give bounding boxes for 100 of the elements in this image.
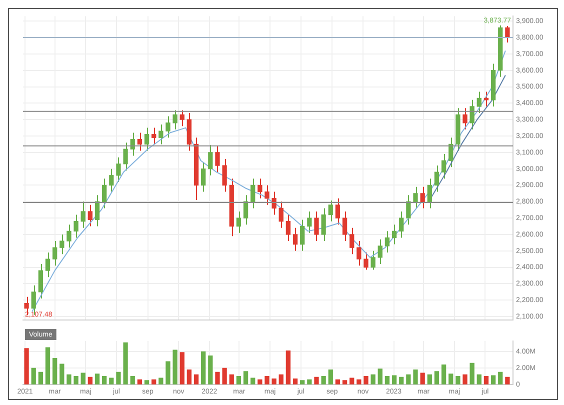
- candlestick: [378, 238, 382, 265]
- bar: [300, 380, 305, 384]
- bar: [123, 342, 128, 384]
- bar: [116, 372, 121, 384]
- bar: [498, 372, 503, 384]
- candlestick: [45, 252, 50, 278]
- bar: [264, 376, 270, 384]
- bar: [484, 376, 489, 384]
- bar: [31, 368, 36, 384]
- candlestick: [292, 227, 298, 252]
- candlestick: [356, 240, 362, 266]
- bar: [137, 379, 142, 384]
- candlestick: [470, 99, 474, 130]
- bar: [307, 379, 312, 384]
- bar: [208, 355, 213, 384]
- candlestick: [66, 224, 72, 248]
- bar: [462, 374, 468, 384]
- bar: [215, 372, 220, 384]
- candlestick: [116, 156, 121, 182]
- bar: [490, 375, 496, 384]
- bar: [222, 368, 227, 384]
- bar: [88, 376, 93, 384]
- candlestick: [208, 144, 213, 176]
- bar: [102, 376, 107, 384]
- candlestick: [476, 91, 482, 114]
- candlestick: [158, 124, 164, 145]
- bar: [427, 374, 432, 384]
- bar: [335, 379, 340, 384]
- bar: [292, 378, 298, 384]
- bar: [370, 374, 376, 384]
- candlestick: [505, 26, 510, 43]
- bar: [130, 376, 135, 384]
- candlestick: [286, 214, 291, 242]
- candlestick: [300, 219, 305, 252]
- bar: [186, 369, 192, 384]
- candlestick: [215, 145, 220, 173]
- candlestick: [144, 127, 150, 152]
- candlestick: [52, 240, 58, 266]
- candlestick: [399, 210, 404, 238]
- bar: [278, 374, 284, 384]
- bar: [52, 358, 58, 384]
- bar: [243, 371, 248, 384]
- candlestick: [272, 191, 276, 216]
- bar: [109, 378, 114, 384]
- candlestick: [38, 264, 44, 299]
- bar: [378, 368, 382, 384]
- candlestick: [434, 165, 440, 192]
- candlestick: [342, 210, 348, 242]
- candlestick: [314, 210, 319, 242]
- candlestick: [152, 127, 156, 145]
- candlestick: [364, 252, 368, 270]
- bar: [406, 374, 411, 384]
- bar: [66, 374, 72, 384]
- bar: [60, 364, 64, 384]
- bar: [201, 351, 206, 384]
- candlestick: [60, 234, 64, 255]
- bar: [413, 369, 418, 384]
- candlestick: [441, 154, 446, 180]
- bar: [38, 372, 44, 384]
- candlestick: [413, 186, 418, 209]
- bar: [258, 379, 262, 384]
- candlestick: [236, 210, 242, 234]
- bar: [80, 372, 86, 384]
- bar: [250, 378, 256, 384]
- candlestick: [335, 198, 340, 226]
- candlestick: [109, 168, 114, 192]
- candlestick: [137, 132, 142, 152]
- bar: [321, 376, 326, 384]
- bar: [342, 380, 348, 384]
- candlestick: [102, 178, 107, 209]
- bar: [384, 376, 390, 384]
- bar: [399, 376, 404, 384]
- candlestick: [448, 137, 454, 168]
- bar: [158, 378, 164, 384]
- bar: [350, 378, 354, 384]
- bar: [448, 374, 454, 384]
- candlestick: [350, 227, 354, 255]
- candlestick: [180, 110, 184, 127]
- bar: [420, 372, 425, 384]
- bar: [74, 376, 78, 384]
- bar: [364, 376, 368, 384]
- candlestick: [201, 162, 206, 192]
- bar: [229, 374, 234, 384]
- bar: [172, 350, 178, 384]
- bar: [456, 376, 460, 384]
- bar: [144, 380, 150, 384]
- candlestick: [328, 200, 333, 222]
- candlestick: [406, 194, 411, 226]
- bar: [152, 379, 156, 384]
- candlestick: [166, 116, 170, 138]
- candlestick: [258, 178, 262, 199]
- bar: [314, 376, 319, 384]
- bar: [356, 379, 362, 384]
- candlestick: [74, 214, 78, 238]
- bar: [434, 371, 440, 384]
- candlestick: [94, 194, 100, 227]
- bar: [505, 376, 510, 384]
- candlestick: [250, 178, 256, 209]
- bar: [476, 374, 482, 384]
- candlestick: [321, 208, 326, 242]
